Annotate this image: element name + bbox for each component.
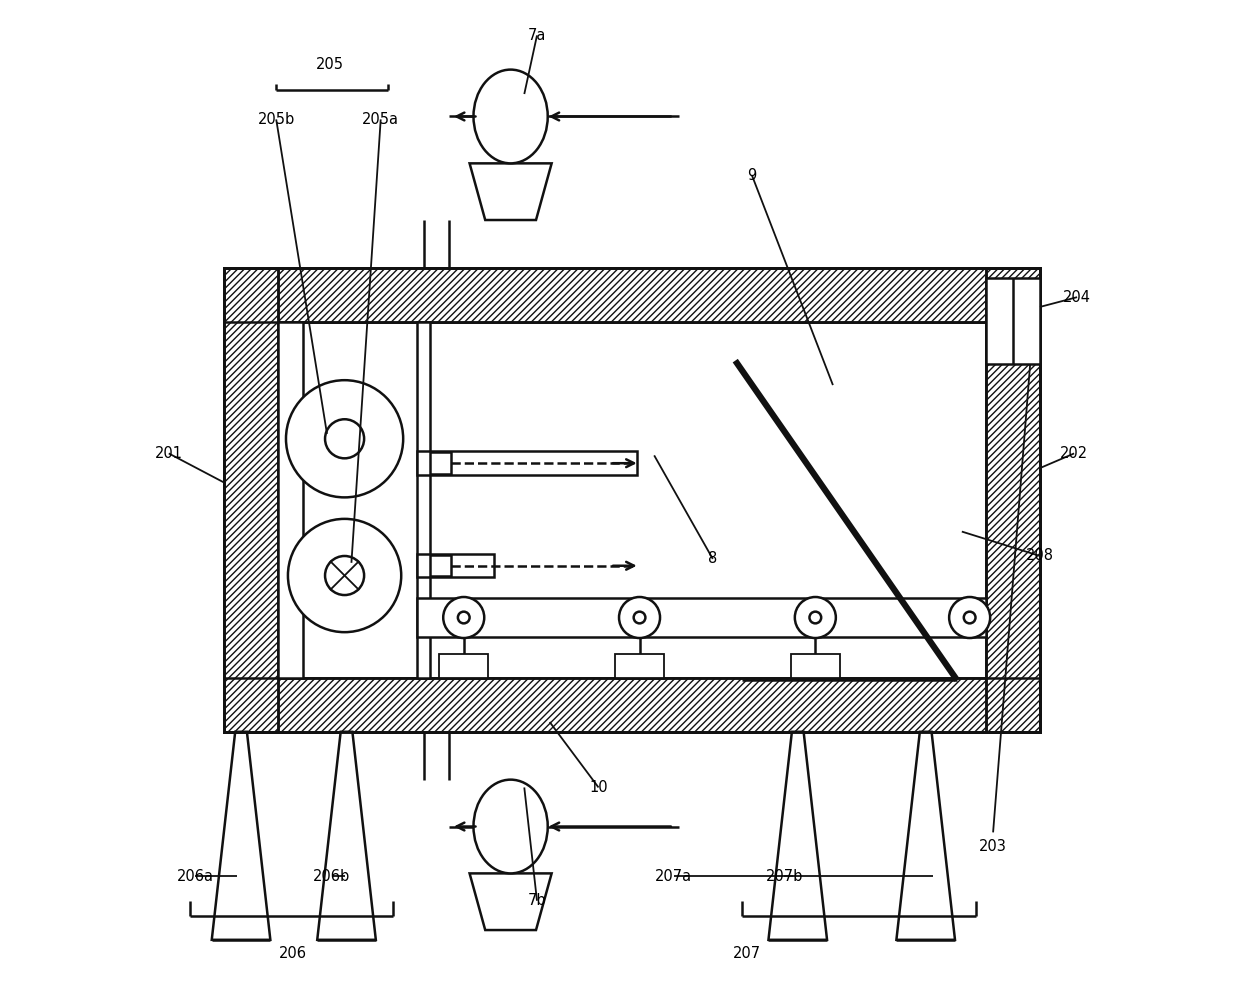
Text: 206b: 206b	[314, 869, 351, 884]
Text: 206: 206	[279, 946, 306, 961]
Text: 8: 8	[708, 552, 718, 566]
Bar	[986, 268, 1040, 732]
Polygon shape	[212, 732, 270, 940]
Bar	[224, 268, 278, 732]
Circle shape	[288, 519, 402, 632]
Polygon shape	[470, 164, 552, 220]
Bar	[224, 268, 1040, 732]
Bar	[224, 268, 1040, 732]
Bar	[224, 268, 1040, 321]
Bar	[791, 654, 839, 678]
Bar	[986, 268, 1040, 732]
Circle shape	[325, 556, 365, 595]
Bar	[417, 321, 429, 678]
Polygon shape	[317, 732, 376, 940]
Bar	[615, 654, 663, 678]
Text: 10: 10	[589, 780, 608, 795]
Circle shape	[963, 612, 976, 624]
Text: 205: 205	[316, 57, 343, 72]
Bar	[224, 678, 1040, 732]
Bar	[417, 451, 636, 475]
Polygon shape	[769, 732, 827, 940]
Polygon shape	[897, 732, 955, 940]
Text: 207: 207	[733, 946, 761, 961]
Bar	[278, 321, 986, 678]
Circle shape	[810, 612, 821, 624]
Ellipse shape	[474, 780, 548, 874]
Text: 9: 9	[748, 167, 756, 182]
Bar	[429, 555, 451, 576]
Text: 203: 203	[980, 838, 1007, 854]
Bar	[278, 321, 303, 678]
Bar	[417, 554, 494, 577]
Bar	[429, 452, 451, 474]
Circle shape	[619, 597, 660, 638]
Circle shape	[458, 612, 470, 624]
Text: 202: 202	[1060, 446, 1089, 461]
Text: 208: 208	[1025, 549, 1054, 563]
Text: 206a: 206a	[176, 869, 213, 884]
Text: 201: 201	[155, 446, 182, 461]
Bar	[439, 654, 489, 678]
Polygon shape	[470, 874, 552, 930]
Bar	[224, 268, 278, 732]
Text: 204: 204	[1063, 290, 1091, 304]
Bar	[224, 678, 1040, 732]
Text: 207b: 207b	[765, 869, 802, 884]
Text: 7a: 7a	[528, 28, 546, 43]
Text: 205a: 205a	[362, 112, 399, 127]
Circle shape	[634, 612, 645, 624]
Bar	[986, 278, 1040, 363]
Text: 207a: 207a	[655, 869, 692, 884]
Ellipse shape	[474, 70, 548, 164]
Circle shape	[286, 380, 403, 497]
Bar	[224, 268, 1040, 321]
Bar	[417, 598, 986, 637]
Text: 7b: 7b	[528, 893, 547, 908]
Circle shape	[795, 597, 836, 638]
Circle shape	[949, 597, 991, 638]
Text: 205b: 205b	[258, 112, 295, 127]
Circle shape	[443, 597, 485, 638]
Circle shape	[325, 420, 365, 458]
